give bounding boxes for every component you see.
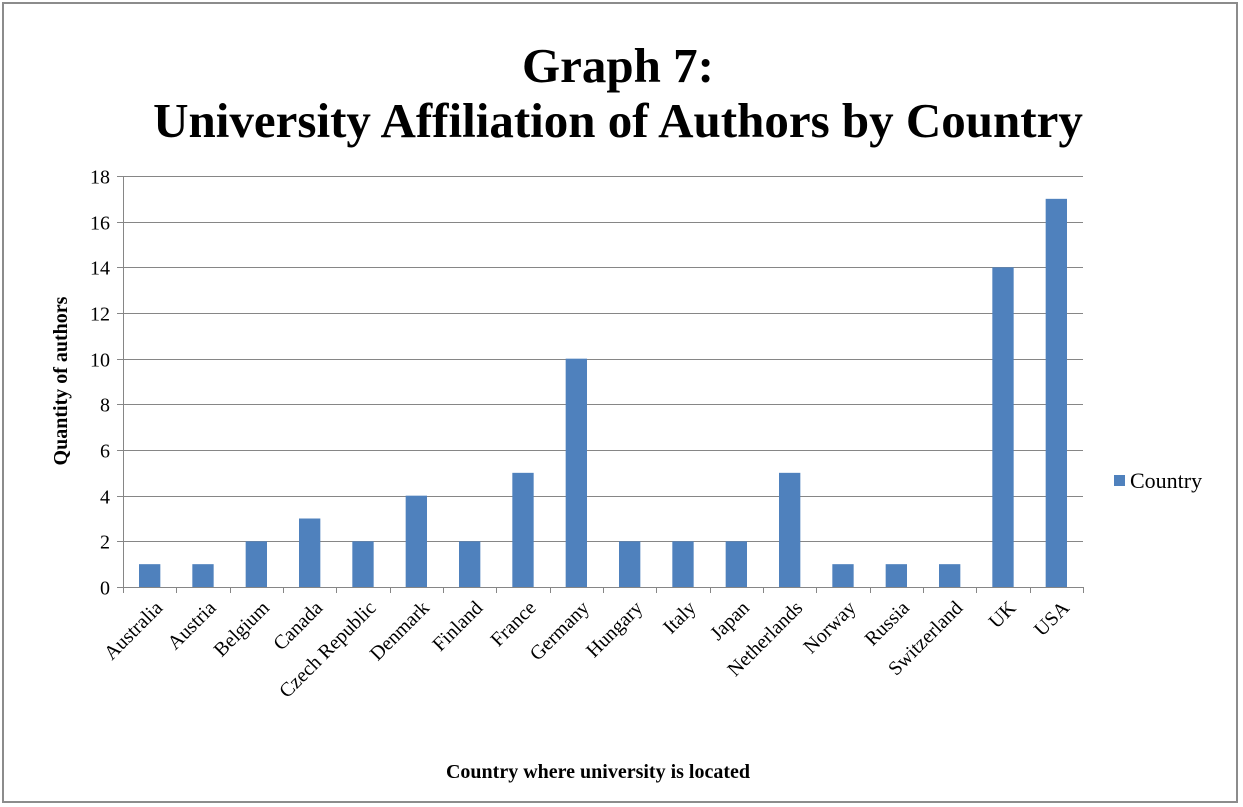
y-tick-label: 4 [100,487,110,509]
y-tick-label: 14 [90,258,110,280]
bar [352,541,374,587]
legend-label: Country [1130,468,1202,493]
chart-title: Graph 7: University Affiliation of Autho… [0,38,1236,148]
y-tick-label: 8 [100,395,110,417]
bar [885,564,907,587]
y-tick-label: 10 [90,350,110,372]
x-tick-label: Hungary [582,597,647,662]
y-tick-label: 6 [100,441,110,463]
bar [139,564,161,587]
y-tick-labels: 0 2 4 6 8 10 12 14 16 18 [90,167,110,600]
bar [245,541,267,587]
x-tick-label: Finland [428,597,487,656]
bar [459,541,481,587]
x-tick-label: Norway [799,597,860,658]
y-tick-label: 0 [100,578,110,600]
gridlines [123,176,1083,542]
bar [619,541,641,587]
chart-title-line-2: University Affiliation of Authors by Cou… [153,93,1083,148]
legend-swatch [1114,475,1125,486]
chart-title-line-1: Graph 7: [522,38,714,93]
bars [139,198,1067,587]
bar [672,541,694,587]
y-tick-label: 2 [100,532,110,554]
legend: Country [1114,468,1202,493]
x-tick-label: USA [1030,597,1074,641]
x-tick-label: Japan [706,597,754,645]
x-tick-label: Australia [100,597,167,664]
x-tick-label: Italy [659,597,700,638]
bar [565,358,587,587]
y-tick-label: 16 [90,213,110,235]
y-axis-title: Quantity of authors [50,296,72,465]
bar [939,564,961,587]
axes [117,176,1084,593]
x-tick-label: Belgium [210,597,275,662]
bar [992,267,1014,587]
bar [299,518,321,587]
bar [192,564,214,587]
bar [832,564,854,587]
y-tick-label: 12 [90,304,110,326]
x-tick-label: UK [985,597,1021,633]
y-tick-label: 18 [90,167,110,189]
x-tick-label: Germany [526,597,594,665]
bar [405,495,427,587]
bar [779,472,801,587]
x-axis-title: Country where university is located [446,761,750,783]
bar [725,541,747,587]
x-tick-label: Denmark [366,597,434,665]
bar [512,472,534,587]
bar [1045,198,1067,587]
